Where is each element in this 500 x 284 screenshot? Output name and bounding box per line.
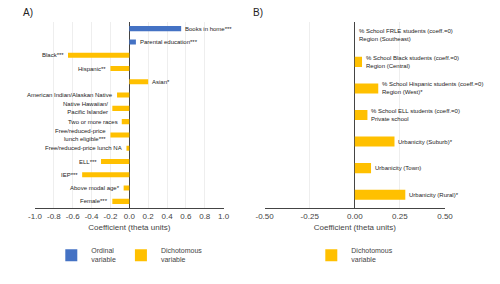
svg-text:0.6: 0.6 bbox=[180, 212, 192, 221]
svg-text:A): A) bbox=[23, 7, 33, 18]
svg-text:Books in home***: Books in home*** bbox=[185, 26, 232, 32]
svg-text:% School Hispanic students (co: % School Hispanic students (coeff.=0)Reg… bbox=[382, 81, 483, 95]
svg-text:IEP***: IEP*** bbox=[61, 172, 78, 178]
svg-text:0.0: 0.0 bbox=[124, 212, 136, 221]
svg-text:% School Black students (coeff: % School Black students (coeff.=0)Region… bbox=[366, 55, 459, 69]
svg-text:-0.2: -0.2 bbox=[104, 212, 118, 221]
svg-text:-1.0: -1.0 bbox=[28, 212, 42, 221]
svg-text:Coefficient (theta units): Coefficient (theta units) bbox=[88, 223, 170, 232]
svg-text:Asian*: Asian* bbox=[152, 79, 170, 85]
svg-text:-0.6: -0.6 bbox=[66, 212, 80, 221]
svg-text:0.00: 0.00 bbox=[347, 212, 363, 221]
svg-text:0.2: 0.2 bbox=[143, 212, 155, 221]
svg-text:Urbanicity (Town): Urbanicity (Town) bbox=[375, 165, 421, 171]
svg-text:Free/reduced-pricelunch eligib: Free/reduced-pricelunch eligible*** bbox=[55, 128, 106, 142]
svg-text:Dichotomousvariable: Dichotomousvariable bbox=[351, 247, 392, 263]
svg-text:0.8: 0.8 bbox=[199, 212, 211, 221]
svg-text:% School ELL students (coeff.=: % School ELL students (coeff.=0)Private … bbox=[371, 108, 460, 122]
svg-text:Ordinalvariable: Ordinalvariable bbox=[91, 247, 116, 263]
svg-text:B): B) bbox=[253, 7, 263, 18]
svg-text:Native Hawaiian/Pacific Island: Native Hawaiian/Pacific Islander bbox=[63, 101, 108, 115]
svg-text:Parental education***: Parental education*** bbox=[140, 39, 198, 45]
svg-text:-0.25: -0.25 bbox=[301, 212, 320, 221]
svg-text:Black***: Black*** bbox=[42, 52, 64, 58]
svg-text:Urbanicity (Suburb)*: Urbanicity (Suburb)* bbox=[398, 139, 453, 145]
svg-text:0.4: 0.4 bbox=[161, 212, 173, 221]
svg-text:Dichotomousvariable: Dichotomousvariable bbox=[161, 247, 202, 263]
svg-text:Free/reduced-price lunch NA: Free/reduced-price lunch NA bbox=[45, 145, 122, 151]
svg-text:0.50: 0.50 bbox=[437, 212, 453, 221]
svg-text:Above modal age*: Above modal age* bbox=[70, 185, 120, 191]
svg-text:% School FRLE students (coeff.: % School FRLE students (coeff.=0)Region … bbox=[359, 28, 453, 42]
svg-text:American Indian/Alaskan Native: American Indian/Alaskan Native bbox=[27, 92, 113, 98]
svg-text:ELL***: ELL*** bbox=[79, 159, 97, 165]
svg-text:-0.4: -0.4 bbox=[85, 212, 99, 221]
svg-text:-0.50: -0.50 bbox=[255, 212, 274, 221]
svg-text:1.0: 1.0 bbox=[218, 212, 230, 221]
svg-text:-0.8: -0.8 bbox=[47, 212, 61, 221]
svg-text:Two or more races: Two or more races bbox=[68, 119, 118, 125]
svg-text:Hispanic**: Hispanic** bbox=[78, 66, 106, 72]
svg-text:0.25: 0.25 bbox=[392, 212, 408, 221]
svg-text:Female***: Female*** bbox=[80, 198, 108, 204]
svg-text:Coefficient (theta units): Coefficient (theta units) bbox=[314, 223, 396, 232]
svg-text:Urbanicity (Rural)*: Urbanicity (Rural)* bbox=[409, 192, 459, 198]
